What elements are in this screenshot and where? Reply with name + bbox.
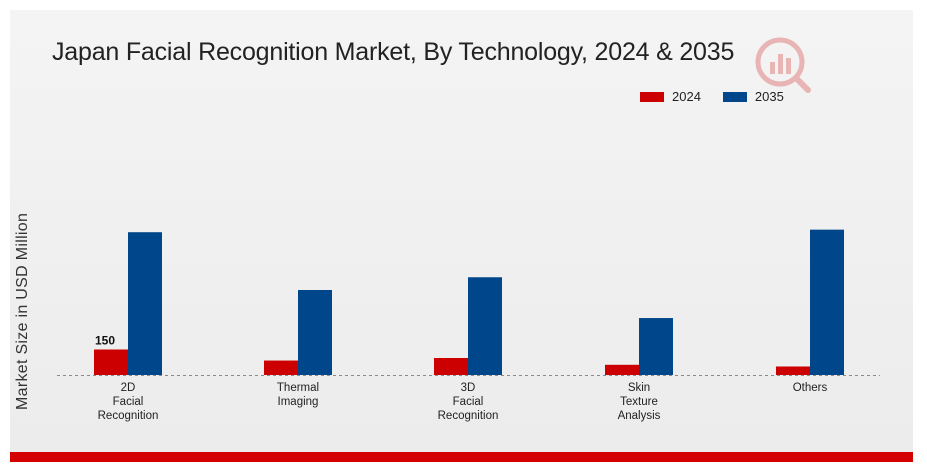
legend: 2024 2035 (640, 89, 806, 104)
chart-title: Japan Facial Recognition Market, By Tech… (52, 38, 735, 66)
legend-label-2024: 2024 (672, 89, 701, 104)
bar-2024-4 (776, 366, 810, 375)
legend-item-2035: 2035 (722, 89, 784, 104)
chart-card (10, 10, 913, 452)
bar-2035-0 (128, 232, 162, 375)
bar-2024-0 (94, 349, 128, 375)
legend-item-2024: 2024 (640, 89, 701, 104)
x-tick-label-3: Skin Texture Analysis (618, 382, 661, 422)
watermark-logo-icon (752, 34, 814, 101)
bar-2035-2 (468, 277, 502, 375)
x-tick-label-1: Thermal Imaging (277, 382, 319, 408)
x-tick-label-2: 3D Facial Recognition (438, 382, 499, 422)
legend-swatch-2035 (722, 91, 747, 102)
bar-2035-3 (639, 318, 673, 375)
bar-2024-1 (264, 360, 298, 375)
data-label-0: 150 (95, 334, 115, 348)
bar-2024-2 (434, 358, 468, 375)
bar-2024-3 (605, 364, 639, 375)
x-tick-label-0: 2D Facial Recognition (98, 382, 159, 422)
bar-2035-4 (810, 229, 844, 375)
x-tick-label-4: Others (793, 382, 828, 394)
bar-2035-1 (298, 290, 332, 375)
legend-swatch-2024 (640, 91, 664, 102)
bottom-accent-bar (10, 452, 913, 462)
legend-label-2035: 2035 (754, 89, 784, 104)
